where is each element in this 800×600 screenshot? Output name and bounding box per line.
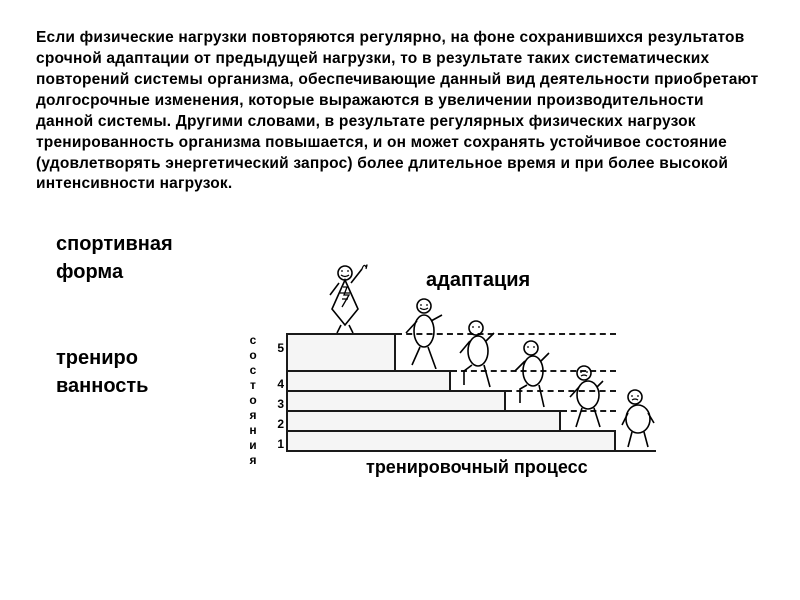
step-1 xyxy=(286,430,616,450)
figure-climb-2 xyxy=(512,339,554,409)
ynum-4: 4 xyxy=(270,377,284,391)
baseline xyxy=(286,450,656,452)
ynum-2: 2 xyxy=(270,417,284,431)
body-paragraph: Если физические нагрузки повторяются рег… xyxy=(36,28,764,195)
figure-champion xyxy=(322,263,372,333)
ynum-3: 3 xyxy=(270,397,284,411)
figure-climb xyxy=(456,319,500,389)
figure-tired xyxy=(566,363,606,429)
label-adaptation: адаптация xyxy=(426,269,530,292)
label-trained-1: трениро xyxy=(56,347,138,370)
label-sport-form-2: форма xyxy=(56,261,123,284)
step-2 xyxy=(286,410,561,430)
ynum-1: 1 xyxy=(270,437,284,451)
figure-walk xyxy=(402,297,446,369)
y-axis xyxy=(286,333,288,452)
step-4 xyxy=(286,370,451,390)
ynum-5: 5 xyxy=(270,341,284,355)
x-axis-label: тренировочный процесс xyxy=(366,457,588,478)
training-stairs-diagram: спортивная форма трениро ванность адапта… xyxy=(136,215,676,515)
step-5 xyxy=(286,333,396,370)
y-axis-label: состояния xyxy=(246,333,260,468)
label-trained-2: ванность xyxy=(56,375,148,398)
label-sport-form-1: спортивная xyxy=(56,233,173,256)
figure-start xyxy=(618,387,656,449)
step-3 xyxy=(286,390,506,410)
